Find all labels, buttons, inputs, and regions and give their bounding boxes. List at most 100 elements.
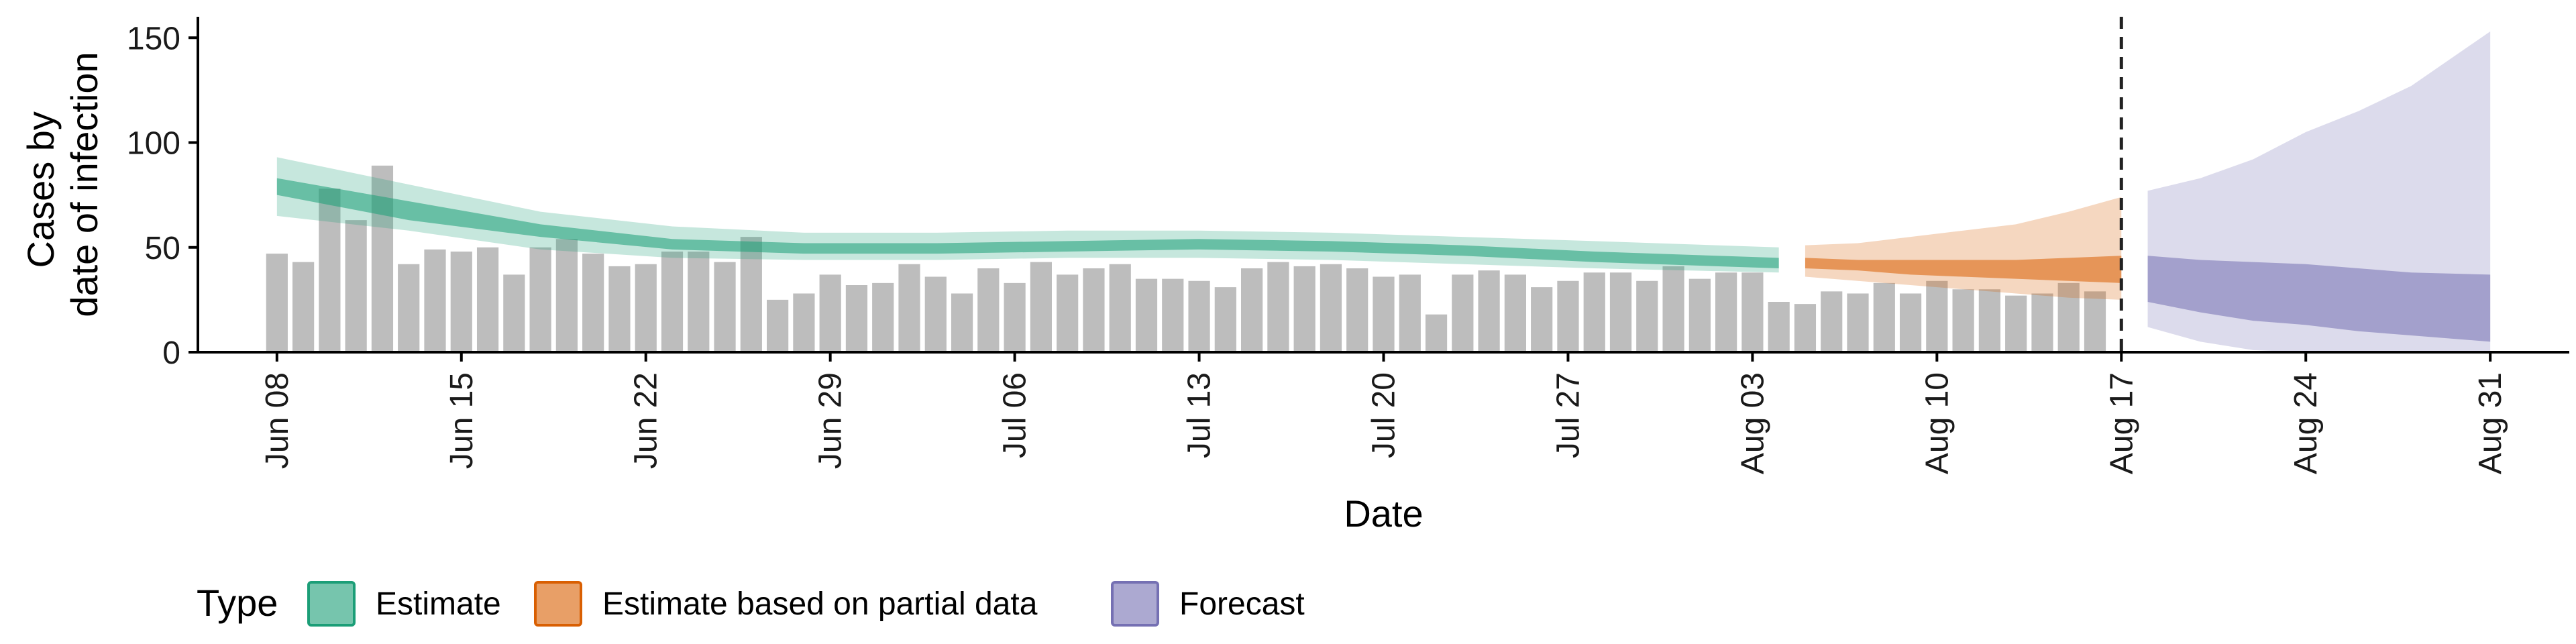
legend-title: Type <box>197 582 278 624</box>
bar-observed-cases <box>1531 287 1553 352</box>
bar-observed-cases <box>1399 274 1421 352</box>
bar-observed-cases <box>1662 266 1684 352</box>
bar-observed-cases <box>398 264 420 352</box>
ribbons-layer <box>276 31 2491 352</box>
axes: 0 50 100 150 Jun 08 Jun 15 Jun 22 Jun 29 Jul 06… <box>127 17 2569 474</box>
bar-observed-cases <box>793 293 815 352</box>
bar-observed-cases <box>2005 295 2027 352</box>
ribbon-inner-estimate <box>276 178 1779 268</box>
legend-swatch-estimate-based-on-partial-data <box>534 581 582 627</box>
x-tick-label: Jul 20 <box>1366 372 1402 458</box>
x-tick-label: Aug 24 <box>2288 372 2324 474</box>
x-axis-ticks: Jun 08 Jun 15 Jun 22 Jun 29 Jul 06 Jul 13 Jul … <box>260 352 2508 474</box>
x-tick-label: Jun 22 <box>629 372 664 469</box>
bar-observed-cases <box>1794 304 1817 352</box>
bar-observed-cases <box>1821 291 1843 352</box>
bar-observed-cases <box>292 262 315 352</box>
bar-observed-cases <box>450 252 472 352</box>
bar-observed-cases <box>1741 272 1764 352</box>
bar-observed-cases <box>1557 280 1579 352</box>
y-tick-label: 100 <box>127 126 180 162</box>
legend-swatch-forecast <box>1111 581 1159 627</box>
x-axis-title: Date <box>1344 492 1423 535</box>
ribbon-inner-estimate-based-on-partial-data <box>1805 256 2122 283</box>
bar-observed-cases <box>1109 264 1131 352</box>
legend-label-estimate: Estimate <box>376 586 501 622</box>
bar-observed-cases <box>714 262 736 352</box>
bar-observed-cases <box>1952 289 1974 352</box>
bar-observed-cases <box>555 239 578 352</box>
bar-observed-cases <box>1135 278 1158 352</box>
bar-observed-cases <box>1346 268 1368 352</box>
bar-observed-cases <box>503 274 525 352</box>
bar-observed-cases <box>1214 287 1236 352</box>
bar-observed-cases <box>424 249 446 352</box>
x-tick-label: Jul 27 <box>1550 372 1586 458</box>
bar-observed-cases <box>1452 274 1474 352</box>
y-axis-ticks: 0 50 100 150 <box>127 21 198 371</box>
bar-observed-cases <box>1609 272 1632 352</box>
bar-observed-cases <box>1768 302 1790 352</box>
bar-observed-cases <box>1373 276 1395 352</box>
bar-observed-cases <box>872 282 894 352</box>
bar-observed-cases <box>1030 262 1052 352</box>
y-tick-label: 50 <box>145 231 180 266</box>
bar-observed-cases <box>1873 282 1895 352</box>
plot-area <box>266 17 2491 352</box>
legend-items: Estimate Estimate based on partial data Fo… <box>307 581 1305 627</box>
bar-observed-cases <box>1425 314 1448 352</box>
y-tick-label: 150 <box>127 21 180 56</box>
x-tick-label: Aug 10 <box>1919 372 1955 474</box>
y-axis-title-line-2: date of infection <box>63 52 105 317</box>
x-tick-label: Aug 31 <box>2473 372 2508 474</box>
bar-observed-cases <box>740 237 762 352</box>
bar-observed-cases <box>582 254 604 352</box>
x-tick-label: Aug 17 <box>2104 372 2139 474</box>
bar-observed-cases <box>2084 291 2106 352</box>
bar-observed-cases <box>345 220 367 352</box>
bar-observed-cases <box>1004 282 1026 352</box>
bar-observed-cases <box>1583 272 1605 352</box>
y-tick-label: 0 <box>162 335 180 371</box>
legend-label-estimate-based-on-partial-data: Estimate based on partial data <box>602 586 1038 622</box>
x-tick-label: Jul 06 <box>998 372 1033 458</box>
bar-observed-cases <box>1899 293 1922 352</box>
legend-swatch-estimate <box>307 581 356 627</box>
x-tick-label: Aug 03 <box>1735 372 1770 474</box>
bar-observed-cases <box>1847 293 1869 352</box>
bar-observed-cases <box>924 276 947 352</box>
bar-observed-cases <box>1241 268 1263 352</box>
bar-observed-cases <box>1188 280 1210 352</box>
bar-observed-cases <box>1504 274 1526 352</box>
bar-observed-cases <box>1162 278 1184 352</box>
bar-observed-cases <box>1320 264 1342 352</box>
bar-observed-cases <box>2057 282 2080 352</box>
bar-observed-cases <box>951 293 973 352</box>
bar-observed-cases <box>319 189 341 352</box>
bar-observed-cases <box>1293 266 1316 352</box>
bar-observed-cases <box>608 266 631 352</box>
bar-observed-cases <box>529 247 551 352</box>
x-tick-label: Jun 08 <box>260 372 295 469</box>
bar-observed-cases <box>819 274 841 352</box>
bar-observed-cases <box>635 264 657 352</box>
bar-observed-cases <box>1057 274 1079 352</box>
bar-observed-cases <box>1926 280 1948 352</box>
bar-observed-cases <box>1715 272 1737 352</box>
ribbon-inner-forecast <box>2147 256 2491 342</box>
x-tick-label: Jun 15 <box>444 372 480 469</box>
bar-observed-cases <box>898 264 920 352</box>
bar-observed-cases <box>977 268 1000 352</box>
legend: Type Estimate Estimate based on partial d… <box>197 581 1305 627</box>
bar-observed-cases <box>1478 270 1500 352</box>
bar-observed-cases <box>1267 262 1289 352</box>
bars-layer <box>266 165 2106 352</box>
ribbon-outer-estimate-based-on-partial-data <box>1805 197 2122 300</box>
x-tick-label: Jul 13 <box>1182 372 1218 458</box>
x-tick-label: Jun 29 <box>813 372 849 469</box>
bar-observed-cases <box>1978 289 2000 352</box>
bar-observed-cases <box>266 254 288 352</box>
bar-observed-cases <box>1688 278 1711 352</box>
bar-observed-cases <box>661 252 684 352</box>
